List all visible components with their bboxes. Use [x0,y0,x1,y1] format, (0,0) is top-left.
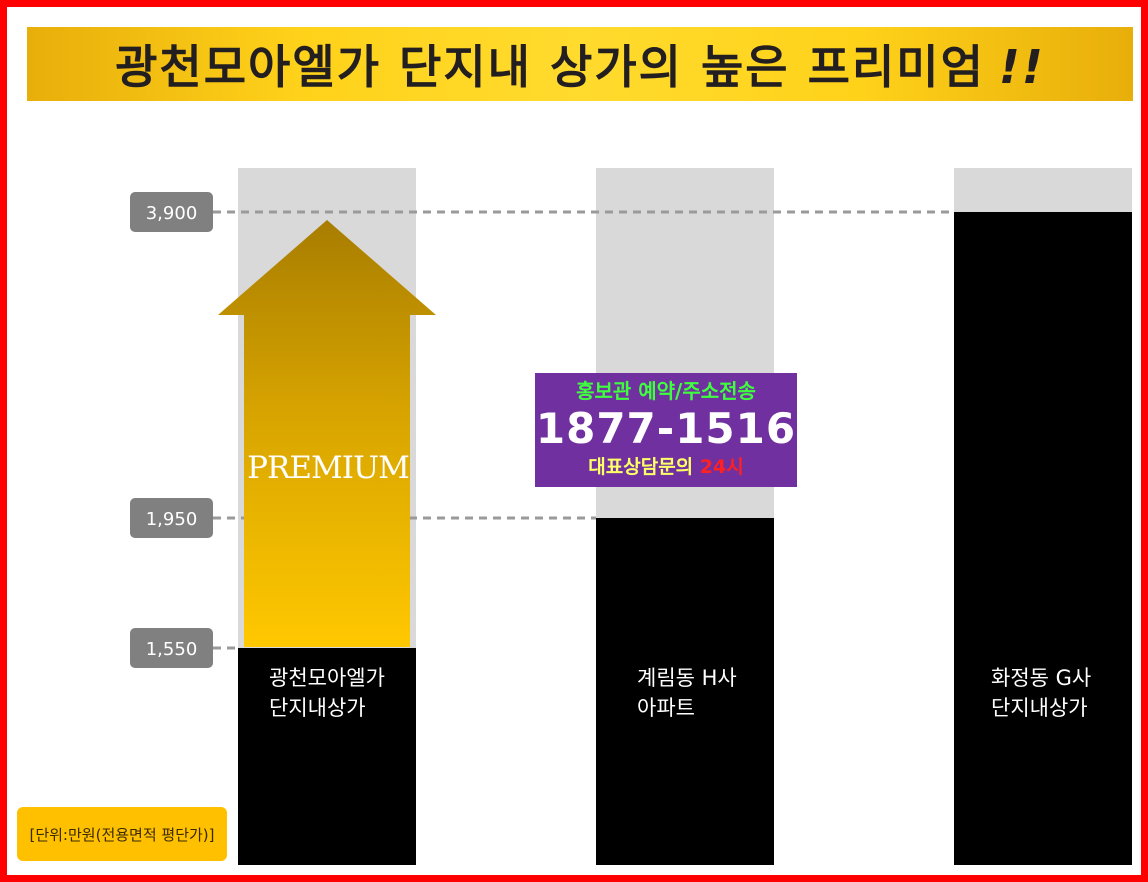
bar-3 [954,212,1132,865]
bar-label-2-line1: 계림동 H사 [637,666,737,690]
premium-label: PREMIUM [247,450,410,486]
tick-badge-2 [130,498,213,538]
promo-consult-line: 대표상담문의 24시 [535,453,797,481]
slide-frame: 광천모아엘가 단지내 상가의 높은 프리미엄!! 3,900 1,950 1,550… [7,7,1141,875]
bar-label-3: 화정동 G사 단지내상가 [991,663,1091,723]
promo-reservation-text: 홍보관 예약/주소전송 [576,379,756,403]
tick-badge-1 [130,192,213,232]
unit-note: [단위:만원(전용면적 평단가)] [17,807,227,861]
bar-1 [238,648,416,865]
bar-chart: 3,900 1,950 1,550 [130,168,1132,865]
bar-label-1: 광천모아엘가 단지내상가 [269,663,385,723]
tick-label-1: 3,900 [146,203,198,224]
bar-label-1-line1: 광천모아엘가 [269,666,385,690]
bar-label-2-line2: 아파트 [637,696,695,720]
chart-title: 광천모아엘가 단지내 상가의 높은 프리미엄!! [115,40,1045,94]
promo-hours-text: 24시 [699,456,744,478]
tick-badge-3 [130,628,213,668]
promo-consult-text: 대표상담문의 [588,456,694,478]
bar-2 [596,518,774,865]
promo-phone-number[interactable]: 1877-1516 [535,404,797,453]
title-exclamation: !! [998,40,1045,94]
bar-label-2: 계림동 H사 아파트 [637,663,737,723]
premium-arrow [218,220,436,647]
bar-label-1-line2: 단지내상가 [269,696,366,720]
promo-box[interactable]: 홍보관 예약/주소전송 1877-1516 대표상담문의 24시 [535,373,797,487]
title-banner: 광천모아엘가 단지내 상가의 높은 프리미엄!! [27,27,1133,101]
bar-label-3-line1: 화정동 G사 [991,666,1092,690]
tick-label-3: 1,550 [146,639,198,660]
tick-label-2: 1,950 [146,509,198,530]
bar-label-3-line2: 단지내상가 [991,696,1088,720]
